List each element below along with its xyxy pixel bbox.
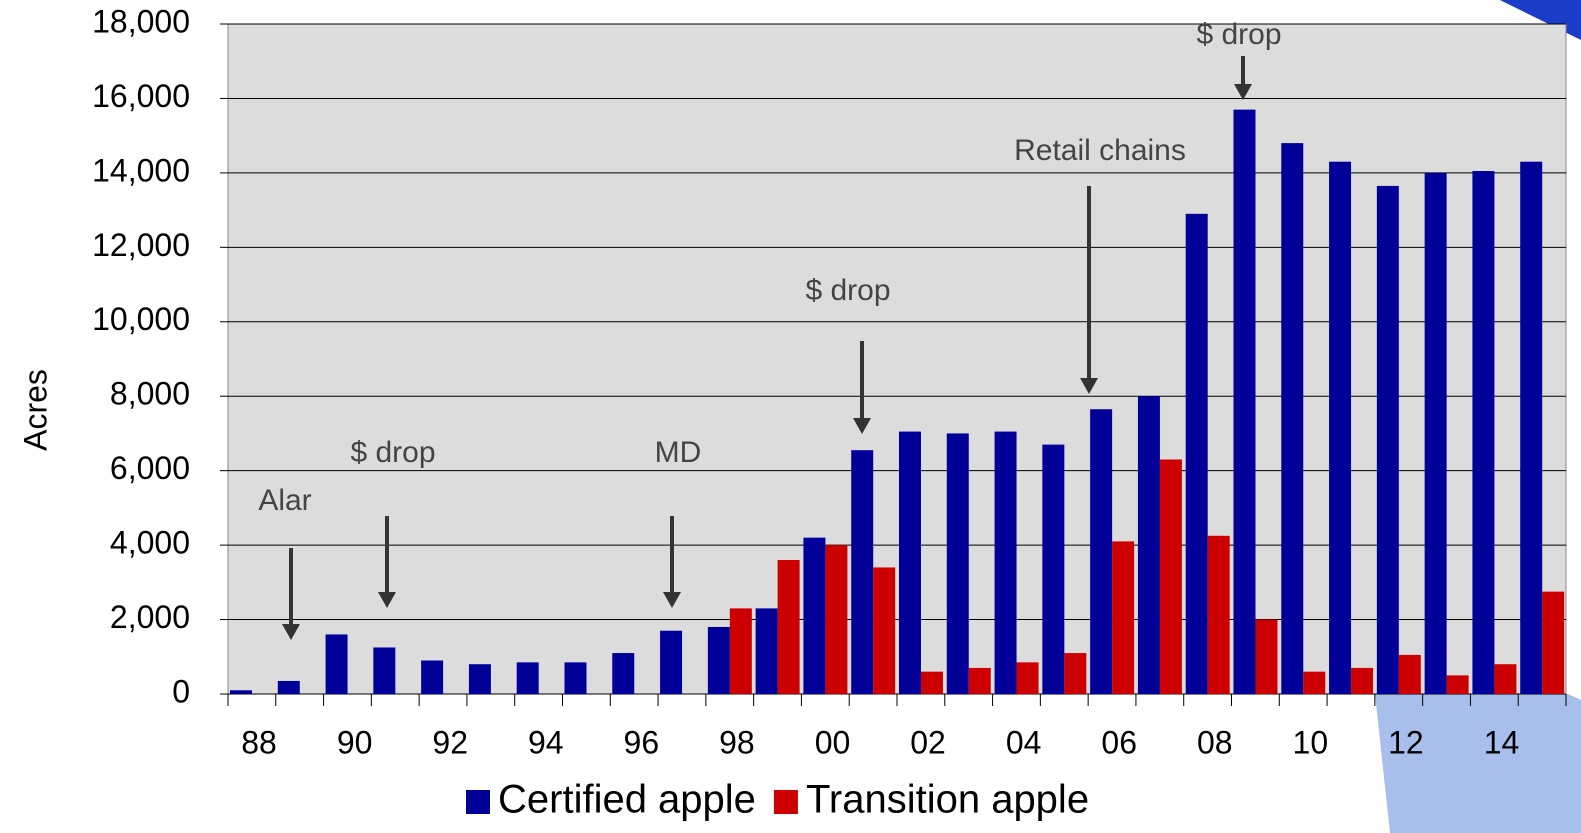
legend-swatch bbox=[466, 790, 490, 814]
bar bbox=[612, 653, 635, 694]
bar bbox=[1016, 662, 1039, 694]
bar bbox=[1159, 459, 1182, 694]
bar bbox=[421, 660, 444, 694]
bar bbox=[707, 627, 730, 694]
y-tick-label: 2,000 bbox=[110, 599, 190, 635]
annotation: MD bbox=[655, 436, 702, 469]
x-tick-label: 02 bbox=[910, 724, 946, 760]
legend-swatch bbox=[773, 790, 798, 814]
y-tick-label: 4,000 bbox=[110, 525, 190, 561]
annotation-arrowhead bbox=[378, 592, 396, 608]
x-tick-label: 00 bbox=[815, 724, 851, 760]
bar bbox=[230, 690, 252, 694]
bar bbox=[1233, 109, 1256, 695]
legend-label: Certified apple bbox=[498, 778, 756, 822]
annotation-arrowhead bbox=[282, 624, 300, 640]
annotation: $ drop bbox=[1196, 18, 1281, 51]
bar bbox=[777, 560, 800, 694]
y-tick-label: 12,000 bbox=[92, 227, 190, 263]
x-tick-label: 06 bbox=[1101, 724, 1137, 760]
bar bbox=[1351, 667, 1374, 694]
bar bbox=[1542, 591, 1565, 694]
bar bbox=[1137, 396, 1160, 694]
bar bbox=[968, 667, 991, 694]
annotation: $ drop bbox=[805, 274, 890, 307]
annotation: Alar bbox=[258, 484, 311, 517]
legend-label: Transition apple bbox=[806, 778, 1089, 822]
annotation-arrowhead bbox=[853, 418, 871, 434]
bar bbox=[516, 662, 539, 694]
x-tick-label: 92 bbox=[432, 724, 468, 760]
bar bbox=[1255, 619, 1278, 694]
bar bbox=[660, 630, 683, 694]
x-tick-label: 88 bbox=[241, 724, 277, 760]
bar bbox=[1494, 664, 1517, 694]
x-tick-label: 98 bbox=[719, 724, 755, 760]
bar bbox=[1398, 654, 1421, 694]
bar bbox=[1090, 409, 1113, 694]
bar bbox=[1112, 541, 1135, 694]
y-axis-label: Acres bbox=[17, 369, 53, 451]
bar bbox=[1303, 671, 1326, 694]
plot-area bbox=[227, 23, 1567, 695]
x-tick-label: 90 bbox=[337, 724, 373, 760]
y-tick-label: 6,000 bbox=[110, 450, 190, 486]
bar bbox=[994, 431, 1017, 694]
bar bbox=[755, 608, 778, 694]
bar bbox=[873, 567, 896, 694]
x-tick-label: 04 bbox=[1006, 724, 1042, 760]
bar bbox=[277, 680, 300, 694]
annotation-arrowhead bbox=[1234, 84, 1252, 100]
bar bbox=[1424, 172, 1447, 694]
bar bbox=[946, 433, 969, 694]
bar bbox=[899, 431, 921, 694]
bar bbox=[803, 537, 826, 694]
bar bbox=[1472, 171, 1495, 694]
bar bbox=[1042, 444, 1065, 694]
x-tick-label: 12 bbox=[1388, 724, 1424, 760]
y-tick-label: 0 bbox=[172, 673, 190, 709]
bar bbox=[1064, 653, 1087, 694]
x-tick-label: 10 bbox=[1293, 724, 1329, 760]
y-tick-label: 14,000 bbox=[92, 152, 190, 188]
bar bbox=[468, 664, 491, 694]
bar bbox=[1329, 161, 1352, 694]
x-tick-label: 96 bbox=[624, 724, 660, 760]
x-tick-label: 08 bbox=[1197, 724, 1233, 760]
x-tick-label: 14 bbox=[1484, 724, 1520, 760]
bar bbox=[1376, 185, 1399, 694]
bar bbox=[1446, 675, 1469, 694]
bar bbox=[325, 634, 348, 694]
bar bbox=[729, 608, 752, 694]
y-tick-label: 16,000 bbox=[92, 78, 190, 114]
decoration bbox=[1375, 694, 1581, 833]
y-tick-label: 8,000 bbox=[110, 376, 190, 412]
annotation: $ drop bbox=[350, 436, 435, 469]
y-tick-label: 18,000 bbox=[92, 3, 190, 39]
bar bbox=[1281, 143, 1304, 695]
bar bbox=[1520, 161, 1543, 694]
annotation-arrowhead bbox=[663, 592, 681, 608]
bar bbox=[1185, 213, 1208, 695]
bar bbox=[373, 647, 396, 694]
x-tick-label: 94 bbox=[528, 724, 564, 760]
bar bbox=[825, 545, 848, 694]
y-tick-label: 10,000 bbox=[92, 301, 190, 337]
annotation-arrowhead bbox=[1080, 378, 1098, 394]
bar bbox=[851, 450, 874, 694]
bar bbox=[1207, 535, 1230, 694]
bar bbox=[564, 662, 587, 694]
annotation: Retail chains bbox=[1014, 134, 1186, 167]
bar bbox=[920, 671, 943, 694]
